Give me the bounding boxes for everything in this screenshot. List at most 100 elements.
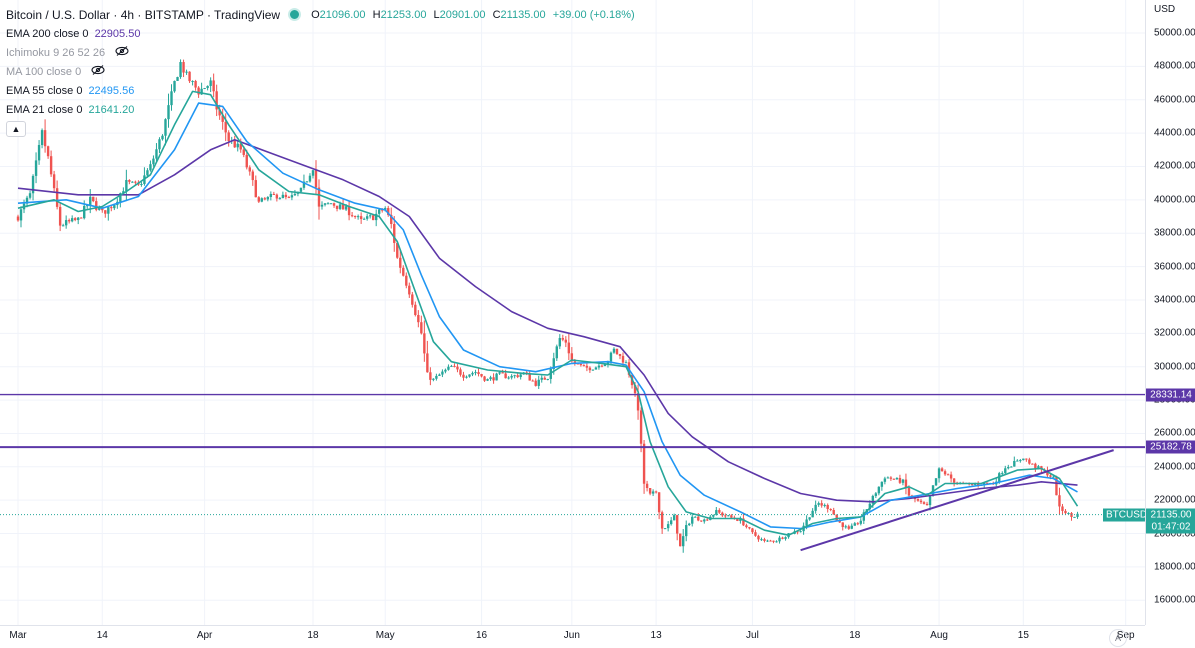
candle-body <box>281 194 285 199</box>
ohlc-change: +39.00 (+0.18%) <box>552 8 635 21</box>
auto-scale-button[interactable]: A <box>1109 629 1127 647</box>
eye-hidden-icon[interactable] <box>115 46 129 59</box>
candle-body <box>552 358 555 369</box>
indicator-row[interactable]: EMA 21 close 0 21641.20 <box>6 100 639 119</box>
candle-body <box>70 218 74 222</box>
candle-body <box>895 477 899 480</box>
candle-body <box>49 156 53 175</box>
candle-body <box>745 525 748 528</box>
candle-body <box>639 410 643 444</box>
candle-body <box>754 532 757 536</box>
candle-body <box>757 535 760 540</box>
candle-body <box>67 220 71 222</box>
indicator-row[interactable]: MA 100 close 0 <box>6 62 639 81</box>
candle-body <box>31 175 35 194</box>
candle-body <box>221 115 224 122</box>
price-chart[interactable] <box>0 0 1145 625</box>
candle-body <box>519 374 522 378</box>
candle-body <box>703 519 706 522</box>
candle-body <box>323 203 327 205</box>
candle-body <box>164 119 167 136</box>
candle-body <box>149 164 152 171</box>
candle-body <box>447 366 450 370</box>
candle-body <box>973 483 977 485</box>
indicator-row[interactable]: EMA 200 close 0 22905.50 <box>6 24 639 43</box>
candle-body <box>1013 460 1016 467</box>
candle-body <box>986 482 989 484</box>
candle-body <box>402 267 405 276</box>
ohlc-values: O21096.00 H21253.00 L20901.00 C21135.00 … <box>311 9 639 21</box>
candle-body <box>624 362 628 364</box>
ema-55-line <box>17 102 1078 530</box>
candle-body <box>441 371 444 375</box>
chart-legend: Bitcoin / U.S. Dollar · 4h · BITSTAMP · … <box>6 5 639 137</box>
indicator-list: EMA 200 close 0 22905.50 Ichimoku 9 26 52 … <box>6 24 639 119</box>
candle-body <box>305 181 309 183</box>
candle-body <box>182 62 185 73</box>
price-scale[interactable]: USD 50000.00 48000.00 46000.00 44000.00 4200… <box>1145 0 1195 625</box>
collapse-legend-button[interactable]: ▲ <box>6 121 26 137</box>
candle-body <box>769 540 772 542</box>
candle-body <box>393 223 396 243</box>
candle-body <box>799 531 802 533</box>
candle-body <box>197 87 200 95</box>
indicator-name: MA 100 close 0 <box>6 65 82 78</box>
chart-pane[interactable]: Bitcoin / U.S. Dollar · 4h · BITSTAMP · … <box>0 0 1151 625</box>
candle-body <box>1061 506 1064 511</box>
candle-body <box>311 170 315 176</box>
ohlc-high: 21253.00 <box>380 8 427 21</box>
candle-body <box>648 488 652 494</box>
candle-body <box>925 503 929 506</box>
symbol-price-tag: BTCUSD <box>1103 508 1151 522</box>
indicator-row[interactable]: Ichimoku 9 26 52 26 <box>6 43 639 62</box>
candle-body <box>540 377 543 380</box>
candle-body <box>510 375 513 378</box>
candle-body <box>374 213 378 221</box>
candle-body <box>101 207 104 211</box>
candle-body <box>582 365 586 367</box>
candle-body <box>224 121 227 133</box>
candle-body <box>275 194 279 199</box>
candle-body <box>248 167 251 172</box>
candle-body <box>817 503 820 505</box>
candle-body <box>92 196 95 202</box>
symbol-title[interactable]: Bitcoin / U.S. Dollar · 4h · BITSTAMP · … <box>6 7 281 22</box>
candle-body <box>832 509 835 515</box>
candle-body <box>660 512 664 529</box>
candle-body <box>751 528 754 533</box>
indicator-row[interactable]: EMA 55 close 0 22495.56 <box>6 81 639 100</box>
candle-body <box>862 512 866 521</box>
candle-body <box>83 205 86 219</box>
indicator-value: 21641.20 <box>88 103 135 116</box>
candle-body <box>423 333 426 354</box>
candle-body <box>513 375 516 377</box>
candle-body <box>970 484 974 486</box>
candle-body <box>597 365 601 368</box>
indicator-value: 22495.56 <box>88 84 135 97</box>
candle-body <box>80 217 83 219</box>
candle-body <box>685 525 688 537</box>
candle-body <box>459 369 462 375</box>
ohlc-low-key: L <box>433 8 440 21</box>
candle-body <box>287 197 291 199</box>
candle-body <box>266 197 270 200</box>
candle-body <box>672 515 676 521</box>
candle-body <box>170 91 173 106</box>
candle-body <box>52 174 56 189</box>
candle-body <box>465 376 468 378</box>
candle-body <box>34 160 38 176</box>
candle-body <box>943 471 947 475</box>
time-scale[interactable]: Mar 14 Apr 18 May 16 Jun 13 Jul 18 Aug 15 Sep A <box>0 625 1145 648</box>
eye-hidden-icon[interactable] <box>91 65 105 78</box>
candle-body <box>251 171 254 181</box>
candle-body <box>335 205 339 209</box>
candle-body <box>811 510 814 518</box>
currency-label[interactable]: USD <box>1154 4 1176 15</box>
candle-body <box>233 140 236 148</box>
candle-body <box>122 191 125 194</box>
candle-body <box>820 503 823 506</box>
candle-body <box>131 181 134 183</box>
level-price-label: 25182.78 <box>1146 440 1195 454</box>
candle-body <box>567 342 571 354</box>
candle-body <box>155 149 158 159</box>
